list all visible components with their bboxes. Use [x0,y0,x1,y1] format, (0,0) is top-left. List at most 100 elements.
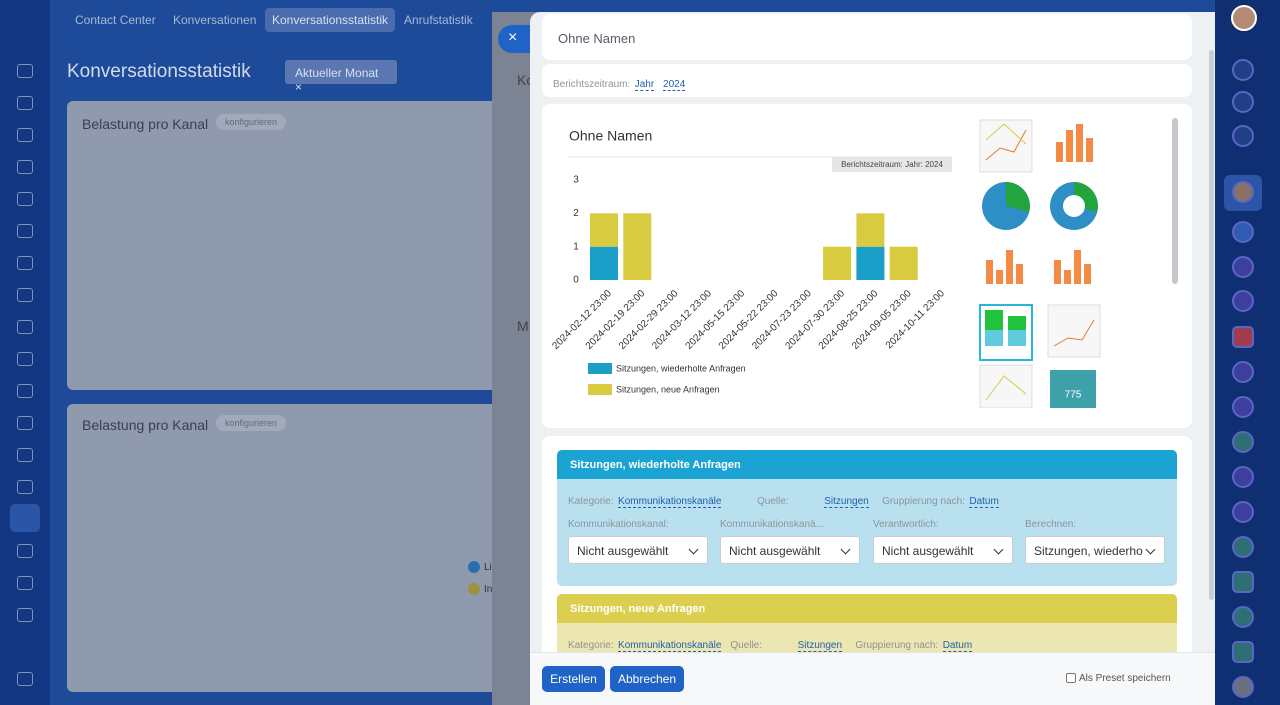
icon[interactable] [1232,181,1254,203]
thumb-shape [985,330,1003,346]
filter-chip[interactable]: Aktueller Monat × [285,60,397,94]
x-tick-label: 2024-02-19 23:00 [584,288,648,352]
meta-label: Kategorie: [568,496,614,507]
icon[interactable] [1232,571,1254,593]
select[interactable]: Nicht ausgewählt [873,536,1013,564]
select[interactable]: Nicht ausgewählt [568,536,708,564]
period-unit[interactable]: Jahr [634,79,655,91]
checkbox-label[interactable]: Als Preset speichern [1079,673,1171,684]
meta-label: Gruppierung nach: [882,496,965,507]
icon[interactable] [1232,256,1254,278]
tab-active[interactable]: Konversationsstatistik [265,8,396,32]
thumb-highlight [1045,113,1105,177]
tab[interactable]: Anrufstatistik [404,13,473,27]
thumb-number-text: 775 [1065,390,1082,401]
widget-title: Belastung pro Kanal [82,417,209,433]
scrollbar [1172,118,1178,284]
icon[interactable] [1232,59,1254,81]
bar [889,246,918,280]
name-card: Ohne Namen [542,14,1192,60]
meta-link[interactable]: Sitzungen [824,496,869,508]
icon [17,256,33,270]
legend-label: Sitzungen, wiederholte Anfragen [616,363,746,373]
icon [17,352,33,366]
bar [623,213,652,280]
icon[interactable] [1232,290,1254,312]
meta-label: Quelle: [730,640,763,651]
field-label: Berechnen: [1025,519,1077,530]
meta-link[interactable]: Datum [969,496,999,508]
avatar[interactable] [1231,5,1257,31]
period-label: Berichtszeitraum: [553,79,631,90]
badge [832,157,952,172]
thumb-number [1050,370,1096,408]
legend-dot [468,583,480,595]
meta-link[interactable]: Kommunikationskanäle [618,496,722,508]
tab[interactable]: Konversationen [173,13,257,27]
y-tick-label: 2 [573,208,579,219]
icon [17,224,33,238]
icon [17,192,33,206]
tab[interactable]: Contact Center [75,13,156,27]
icon [17,576,33,590]
icon[interactable] [1232,501,1254,523]
icon[interactable] [1232,466,1254,488]
icon[interactable] [1232,641,1254,663]
legend-swatch [588,384,612,395]
series-panel: Sitzungen, neue Anfragen Kategorie: Komm… [557,594,1177,652]
y-tick-label: 1 [573,241,579,252]
meta-link[interactable]: Kommunikationskanäle [618,640,722,652]
thumb-shape [1008,330,1026,346]
thumb-line [979,119,1033,173]
configure[interactable]: konfigurieren [216,415,287,431]
series-panel: Sitzungen, wiederholte Anfragen Kategori… [557,450,1177,586]
icon [17,480,33,494]
icon[interactable] [1232,676,1254,698]
thumb-shape [1053,319,1095,347]
select[interactable]: Nicht ausgewählt [720,536,860,564]
meta-link[interactable]: Sitzungen [797,640,843,652]
icon[interactable] [1232,536,1254,558]
period-year[interactable]: 2024 [663,79,686,91]
icon[interactable] [1232,91,1254,113]
icon [17,416,33,430]
x-tick-label: 2024-03-12 23:00 [650,288,714,352]
thumb-shape [985,129,1027,161]
left-sidebar [0,0,50,705]
x-tick-label: 2024-09-05 23:00 [850,288,914,352]
create-button[interactable]: Erstellen [542,666,605,692]
panel-meta: Kategorie: Kommunikationskanäle Quelle: … [568,491,999,509]
panel-meta: Kategorie: Kommunikationskanäle Quelle: … [568,635,973,652]
legend-dot [468,561,480,573]
icon[interactable] [1232,431,1254,453]
meta-label: Gruppierung nach: [855,640,939,651]
icon[interactable] [1232,221,1254,243]
icon[interactable] [1232,125,1254,147]
field-label: Kommunikationskanal: [568,519,669,530]
select[interactable]: Sitzungen, wiederho [1025,536,1165,564]
icon[interactable] [1232,326,1254,348]
thumb-shape [985,123,1027,145]
chart-title: Ohne Namen [569,128,652,144]
x-tick-label: 2024-08-25 23:00 [817,288,881,352]
behind-text: M [517,318,529,334]
icon [17,160,33,174]
checkbox[interactable] [1066,673,1076,683]
icon[interactable] [1232,361,1254,383]
x-tick-label: 2024-07-30 23:00 [783,288,847,352]
thumb-shape [985,375,1027,401]
y-tick-label: 3 [573,175,579,186]
chart-type-picker[interactable]: 775 [970,110,1112,408]
report-name[interactable]: Ohne Namen [558,31,636,46]
page-title: Konversationsstatistik [67,61,251,82]
configure[interactable]: konfigurieren [216,114,287,130]
icon[interactable] [1232,606,1254,628]
period: Berichtszeitraum: Jahr 2024 [553,74,686,92]
icon[interactable] [1232,396,1254,418]
meta-link[interactable]: Datum [942,640,973,652]
cancel-button[interactable]: Abbrechen [610,666,684,692]
thumb-line [1047,304,1101,358]
bar [856,246,885,280]
bar [590,213,618,247]
